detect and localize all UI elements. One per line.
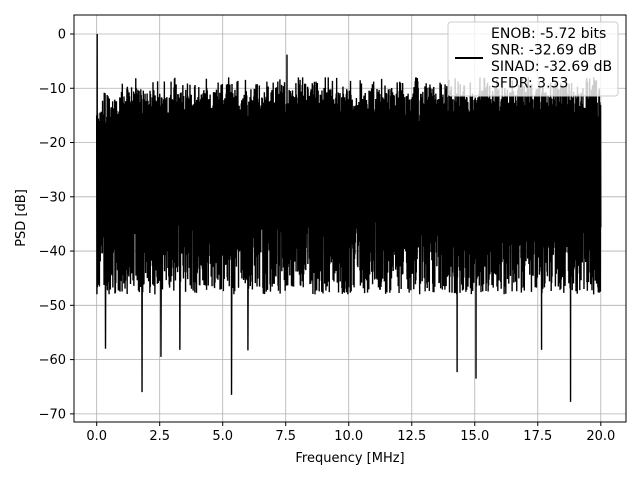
ticks: 0.0 2.5 5.0 7.5 10.0 12.5 15.0 17.5 20.0 0 −10 −20 −…: [39, 27, 616, 444]
y-tick-label: −20: [39, 136, 66, 151]
legend-label-line: SINAD: -32.69 dB: [491, 59, 612, 75]
y-tick-label: −30: [39, 190, 66, 205]
axes-frame: [73, 14, 627, 423]
x-tick-label: 7.5: [275, 429, 296, 444]
y-tick-label: −40: [39, 245, 66, 260]
x-axis-label: Frequency [MHz]: [295, 451, 404, 466]
y-tick-label: −70: [39, 407, 66, 422]
x-tick-label: 2.5: [149, 429, 170, 444]
y-tick-label: −50: [39, 299, 66, 314]
legend-label-line: SNR: -32.69 dB: [491, 43, 597, 59]
legend-label-line: ENOB: -5.72 bits: [491, 26, 606, 42]
y-axis-label: PSD [dB]: [14, 189, 29, 247]
y-tick-label: 0: [58, 27, 66, 42]
y-tick-label: −10: [39, 82, 66, 97]
y-tick-label: −60: [39, 353, 66, 368]
legend-label: ENOB: -5.72 bits SNR: -32.69 dB SINAD: -32…: [491, 26, 612, 92]
x-tick-label: 15.0: [460, 429, 489, 444]
x-tick-label: 0.0: [86, 429, 107, 444]
psd-series-line: [95, 33, 602, 402]
x-tick-label: 12.5: [397, 429, 426, 444]
x-tick-label: 10.0: [334, 429, 363, 444]
legend-label-line: SFDR: 3.53: [491, 76, 568, 92]
legend: ENOB: -5.72 bits SNR: -32.69 dB SINAD: -32…: [447, 21, 619, 97]
data-layer: [95, 33, 602, 402]
x-tick-label: 20.0: [586, 429, 615, 444]
legend-box: [447, 21, 619, 97]
x-tick-label: 17.5: [523, 429, 552, 444]
x-tick-label: 5.0: [212, 429, 233, 444]
